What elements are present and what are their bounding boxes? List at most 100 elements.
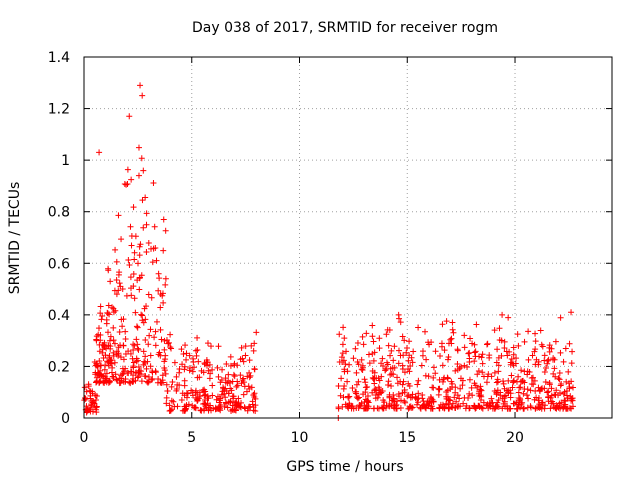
data-point [508, 372, 515, 379]
data-point [387, 365, 394, 372]
data-point [476, 388, 483, 395]
data-point [131, 256, 138, 263]
data-point [531, 348, 538, 355]
data-point [360, 391, 367, 398]
data-point [339, 350, 346, 357]
data-point [419, 352, 426, 359]
data-point [452, 404, 459, 411]
data-point [506, 348, 513, 355]
data-point [173, 386, 180, 393]
data-point [388, 382, 395, 389]
data-point [161, 346, 168, 353]
data-point [101, 380, 108, 387]
data-point [397, 352, 404, 359]
data-point [110, 309, 117, 316]
data-point [479, 405, 486, 412]
data-point [130, 363, 137, 370]
data-point [387, 371, 394, 378]
data-point [414, 401, 421, 408]
data-point [372, 392, 379, 399]
data-point [135, 172, 142, 179]
data-point [119, 323, 126, 330]
data-point [190, 355, 197, 362]
data-point [449, 404, 456, 411]
data-point [369, 322, 376, 329]
data-point [157, 352, 164, 359]
data-point [120, 356, 127, 363]
data-point [439, 321, 446, 328]
data-point [162, 370, 169, 377]
data-point [371, 380, 378, 387]
data-point [564, 395, 571, 402]
data-point [207, 343, 214, 350]
data-point [115, 350, 122, 357]
data-point [513, 399, 520, 406]
data-point [137, 82, 144, 89]
data-point [96, 370, 103, 377]
x-tick-label: 0 [80, 430, 89, 446]
data-point [84, 408, 91, 415]
data-point [448, 335, 455, 342]
data-point [233, 399, 240, 406]
data-point [182, 342, 189, 349]
data-point [551, 365, 558, 372]
data-point [505, 389, 512, 396]
data-point [124, 166, 131, 173]
data-point [538, 341, 545, 348]
data-point [99, 373, 106, 380]
data-point [222, 394, 229, 401]
data-point [228, 408, 235, 415]
data-point [96, 358, 103, 365]
data-point [151, 334, 158, 341]
data-point [379, 387, 386, 394]
data-point [124, 369, 131, 376]
data-point [472, 348, 479, 355]
data-point [473, 321, 480, 328]
data-point [516, 397, 523, 404]
data-point [343, 348, 350, 355]
data-point [216, 399, 223, 406]
data-point [441, 347, 448, 354]
data-point [251, 366, 258, 373]
data-point [113, 276, 120, 283]
data-point [461, 362, 468, 369]
data-point [139, 197, 146, 204]
data-point [164, 388, 171, 395]
data-point [358, 366, 365, 373]
data-point [378, 360, 385, 367]
data-point [452, 389, 459, 396]
data-point [133, 369, 140, 376]
data-point [93, 362, 100, 369]
data-point [414, 381, 421, 388]
data-point [537, 327, 544, 334]
data-point [510, 344, 517, 351]
data-point [153, 257, 160, 264]
data-point [409, 359, 416, 366]
data-point [475, 368, 482, 375]
data-point [103, 370, 110, 377]
data-point [370, 338, 377, 345]
data-point [243, 388, 250, 395]
data-point [120, 316, 127, 323]
data-point [514, 331, 521, 338]
axis-ticks: 0 5 10 15 20 0 0.2 0.4 0.6 0.8 1 1.2 1.4 [48, 50, 612, 446]
data-point [410, 348, 417, 355]
data-point [355, 378, 362, 385]
data-point [352, 345, 359, 352]
y-tick-label: 0 [61, 411, 70, 427]
data-point [239, 376, 246, 383]
data-point [436, 386, 443, 393]
data-point [397, 405, 404, 412]
data-point [126, 113, 133, 120]
data-point [208, 407, 215, 414]
y-tick-label: 0.8 [48, 205, 70, 221]
data-point [87, 388, 94, 395]
data-point [244, 407, 251, 414]
data-point [445, 405, 452, 412]
data-point [404, 393, 411, 400]
data-point [96, 149, 103, 156]
data-point [228, 387, 235, 394]
data-point [201, 361, 208, 368]
data-point [183, 402, 190, 409]
data-point [117, 283, 124, 290]
